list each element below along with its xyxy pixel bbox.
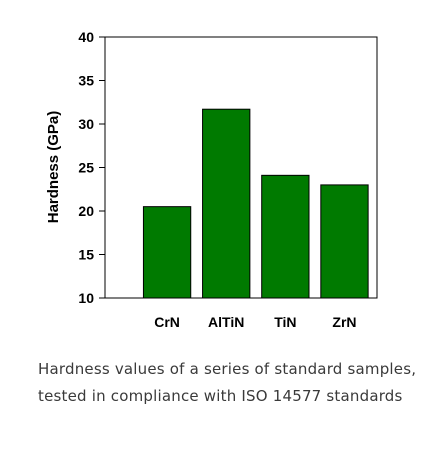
bar-zrn <box>320 184 369 299</box>
y-tick-label: 35 <box>78 73 94 89</box>
y-tick-label: 30 <box>78 116 94 132</box>
bar-chart: 10 15 20 25 30 35 40 CrN AlTiN TiN ZrN Hardness (… <box>45 29 378 330</box>
plot-frame <box>104 36 378 299</box>
figure-caption: Hardness values of a series of standard … <box>38 360 417 405</box>
y-tick-label: 25 <box>78 160 94 176</box>
bar-crn <box>142 206 192 299</box>
category-label-zrn: ZrN <box>332 314 356 330</box>
y-axis-title: Hardness (GPa) <box>45 111 62 224</box>
y-tick-label: 40 <box>78 29 94 45</box>
bar-altin <box>202 108 251 299</box>
y-tick-label: 10 <box>78 290 94 306</box>
y-tick-label: 20 <box>78 203 94 219</box>
category-label-crn: CrN <box>154 314 180 330</box>
category-labels: CrN AlTiN TiN ZrN <box>154 314 356 330</box>
bar-tin <box>261 174 310 299</box>
category-label-tin: TiN <box>274 314 296 330</box>
y-axis-ticks: 10 15 20 25 30 35 40 <box>78 29 105 306</box>
y-tick-label: 15 <box>78 247 94 263</box>
bars <box>142 108 369 299</box>
category-label-altin: AlTiN <box>208 314 244 330</box>
